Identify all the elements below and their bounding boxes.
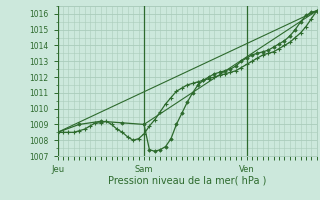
X-axis label: Pression niveau de la mer( hPa ): Pression niveau de la mer( hPa ) [108,175,266,185]
